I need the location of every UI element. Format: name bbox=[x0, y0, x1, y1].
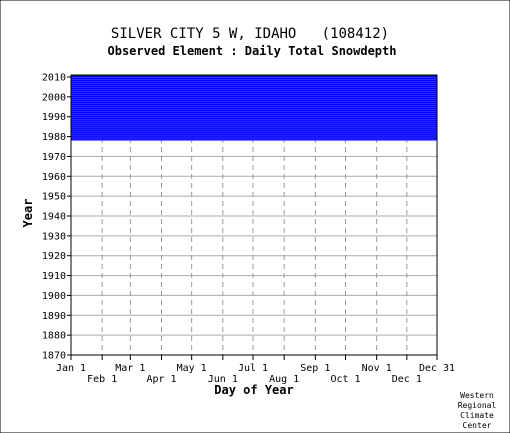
x-tick-label: Oct 1 bbox=[330, 374, 360, 385]
y-tick-label: 1990 bbox=[42, 112, 66, 123]
plot-frame bbox=[70, 74, 438, 356]
data-area bbox=[71, 75, 437, 141]
y-tick-label: 1920 bbox=[42, 251, 66, 262]
credit-line: Climate bbox=[460, 411, 494, 420]
y-tick-label: 1970 bbox=[42, 152, 66, 163]
y-tick-label: 1980 bbox=[42, 132, 66, 143]
y-tick-label: 1890 bbox=[42, 311, 66, 322]
observed-period-band bbox=[71, 75, 437, 141]
x-tick-label: May 1 bbox=[177, 363, 207, 374]
credit-line: Regional bbox=[458, 401, 497, 410]
chart-title: SILVER CITY 5 W, IDAHO (108412) bbox=[111, 26, 389, 42]
x-tick-label: Mar 1 bbox=[115, 363, 145, 374]
x-axis-ticks: Jan 1 Mar 1 May 1 Jul 1 Sep 1 Nov 1 Dec 31 Feb … bbox=[56, 355, 455, 385]
x-axis-label: Day of Year bbox=[214, 383, 293, 397]
x-tick-label: Jul 1 bbox=[238, 363, 268, 374]
y-tick-label: 1900 bbox=[42, 291, 66, 302]
x-tick-label: Feb 1 bbox=[87, 374, 117, 385]
x-tick-label: Apr 1 bbox=[146, 374, 176, 385]
credit-line: Western bbox=[460, 391, 494, 400]
chart-subtitle: Observed Element : Daily Total Snowdepth bbox=[108, 44, 397, 58]
x-tick-label: Dec 31 bbox=[419, 363, 455, 374]
y-tick-label: 1880 bbox=[42, 331, 66, 342]
x-tick-label: Jun 1 bbox=[208, 374, 238, 385]
y-tick-label: 1910 bbox=[42, 271, 66, 282]
credit-line: Center bbox=[463, 421, 492, 430]
x-tick-label: Sep 1 bbox=[300, 363, 330, 374]
x-tick-label: Aug 1 bbox=[269, 374, 299, 385]
y-tick-label: 1930 bbox=[42, 231, 66, 242]
y-axis-label: Year bbox=[21, 199, 35, 228]
y-axis-ticks: 1870 1880 1890 1900 1910 1920 1930 1940 1950 1960… bbox=[42, 72, 71, 362]
y-tick-label: 1950 bbox=[42, 192, 66, 203]
y-tick-label: 2010 bbox=[42, 72, 66, 83]
y-tick-label: 1870 bbox=[42, 351, 66, 362]
y-tick-label: 1960 bbox=[42, 172, 66, 183]
y-tick-label: 2000 bbox=[42, 92, 66, 103]
y-tick-label: 1940 bbox=[42, 211, 66, 222]
x-tick-label: Jan 1 bbox=[56, 363, 86, 374]
x-tick-label: Dec 1 bbox=[392, 374, 422, 385]
x-tick-label: Nov 1 bbox=[362, 363, 392, 374]
